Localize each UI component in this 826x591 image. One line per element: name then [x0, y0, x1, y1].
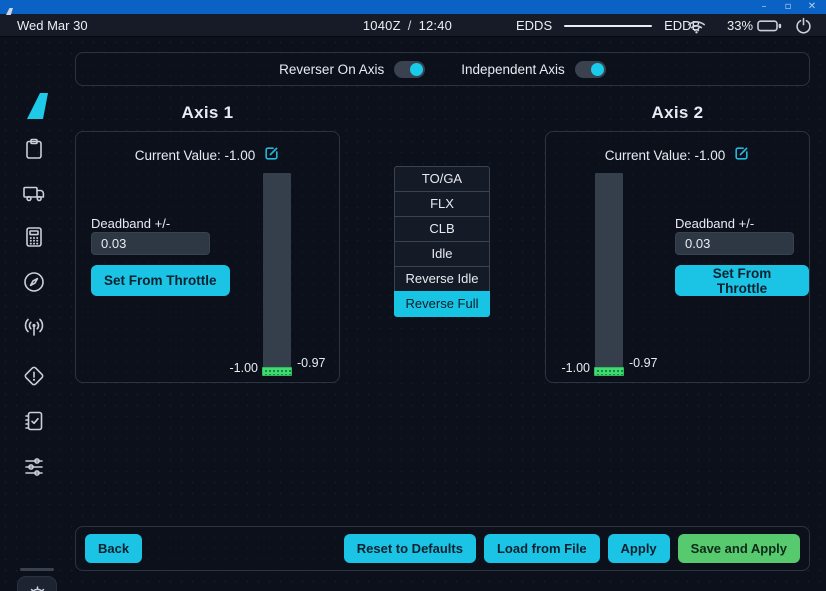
axis1-deadband-zone	[262, 367, 292, 376]
axis2-current-value: -1.00	[694, 147, 726, 163]
reverser-on-axis-toggle[interactable]	[394, 60, 426, 78]
axis1-title: Axis 1	[181, 103, 234, 122]
detent-item-reverse-idle[interactable]: Reverse Idle	[394, 266, 490, 292]
axis2-bar-min-label: -1.00	[561, 361, 591, 375]
status-date: Wed Mar 30	[17, 18, 88, 33]
save-and-apply-button[interactable]: Save and Apply	[677, 534, 800, 563]
battery-icon	[757, 20, 782, 35]
sidebar-item-settings[interactable]	[17, 576, 57, 591]
axis1-deadband-input[interactable]	[91, 232, 210, 255]
sidebar-item-clipboard[interactable]	[22, 137, 46, 161]
sidebar-item-checklist[interactable]	[22, 409, 46, 433]
axis1-set-from-throttle-button[interactable]: Set From Throttle	[91, 265, 230, 296]
window-titlebar: – ▫ ✕	[0, 0, 826, 15]
sidebar-item-calculator[interactable]	[22, 225, 46, 249]
axis1-bar-deadband-label: -0.97	[297, 356, 326, 370]
load-from-file-button[interactable]: Load from File	[483, 534, 600, 563]
gear-icon	[30, 586, 44, 591]
axis2-deadband-zone	[594, 367, 624, 376]
wifi-icon	[686, 18, 707, 37]
axis2-value-bar	[594, 173, 624, 376]
fin-logo-icon	[24, 91, 52, 126]
axis1-bar-min-label: -1.00	[229, 361, 259, 375]
axis1-panel: Current Value: -1.00 Deadband +/- Set Fr…	[75, 131, 340, 383]
status-clock: 1040Z / 12:40	[330, 14, 485, 37]
toggle-knob	[410, 62, 424, 76]
edit-icon[interactable]	[263, 145, 280, 165]
back-button[interactable]: Back	[85, 534, 143, 563]
axis2-title: Axis 2	[651, 103, 704, 122]
axis1-current-value-label: Current Value: -1.00	[134, 147, 256, 163]
detent-item-flx[interactable]: FLX	[394, 191, 490, 217]
power-icon[interactable]	[795, 17, 812, 37]
sidebar-nav	[0, 37, 68, 591]
utc-time: 1040Z	[362, 18, 401, 33]
sidebar-item-compass[interactable]	[22, 270, 46, 294]
axis2-deadband-label: Deadband +/-	[675, 216, 755, 231]
detent-item-reverse-full[interactable]: Reverse Full	[394, 291, 490, 317]
local-time: 12:40	[418, 18, 453, 33]
window-minimize-button[interactable]: –	[761, 1, 767, 12]
battery-percent: 33%	[727, 18, 754, 33]
time-separator: /	[407, 18, 412, 33]
origin-airport: EDDS	[516, 18, 553, 33]
detent-item-clb[interactable]: CLB	[394, 216, 490, 242]
axis1-value-bar	[262, 173, 292, 376]
reset-to-defaults-button[interactable]: Reset to Defaults	[343, 534, 476, 563]
independent-axis-toggle[interactable]	[574, 60, 606, 78]
edit-icon[interactable]	[733, 145, 750, 165]
sidebar-divider	[20, 568, 54, 571]
detent-list: TO/GA FLX CLB Idle Reverse Idle Reverse Full	[394, 166, 490, 317]
reverser-on-axis-label: Reverser On Axis	[279, 61, 385, 77]
independent-axis-label: Independent Axis	[461, 61, 565, 77]
axis2-panel: Current Value: -1.00 Deadband +/- Set Fr…	[545, 131, 810, 383]
sidebar-item-broadcast[interactable]	[22, 315, 46, 339]
status-bar: Wed Mar 30 1040Z / 12:40 EDDS EDDB 33%	[0, 14, 826, 37]
route-progress-line	[564, 24, 653, 27]
axis1-current-value: -1.00	[224, 147, 256, 163]
sidebar-item-sliders[interactable]	[22, 455, 46, 479]
window-maximize-button[interactable]: ▫	[784, 1, 792, 12]
axis2-current-value-label: Current Value: -1.00	[604, 147, 726, 163]
axis2-deadband-input[interactable]	[675, 232, 794, 255]
axis2-bar-deadband-label: -0.97	[629, 356, 658, 370]
detent-item-to-ga[interactable]: TO/GA	[394, 166, 490, 192]
axis2-set-from-throttle-button[interactable]: Set From Throttle	[675, 265, 809, 296]
flight-route: EDDS EDDB	[516, 14, 700, 37]
sidebar-item-warning[interactable]	[22, 364, 46, 388]
footer-action-bar: Back Reset to Defaults Load from File Ap…	[75, 526, 810, 571]
toggle-knob	[590, 62, 604, 76]
destination-airport: EDDB	[664, 18, 701, 33]
detent-item-idle[interactable]: Idle	[394, 241, 490, 267]
axis1-deadband-label: Deadband +/-	[91, 216, 171, 231]
axis-options-panel: Reverser On Axis Independent Axis	[75, 52, 810, 86]
app-icon	[5, 3, 14, 21]
window-close-button[interactable]: ✕	[807, 1, 817, 12]
apply-button[interactable]: Apply	[607, 534, 670, 563]
sidebar-item-truck[interactable]	[22, 181, 46, 205]
